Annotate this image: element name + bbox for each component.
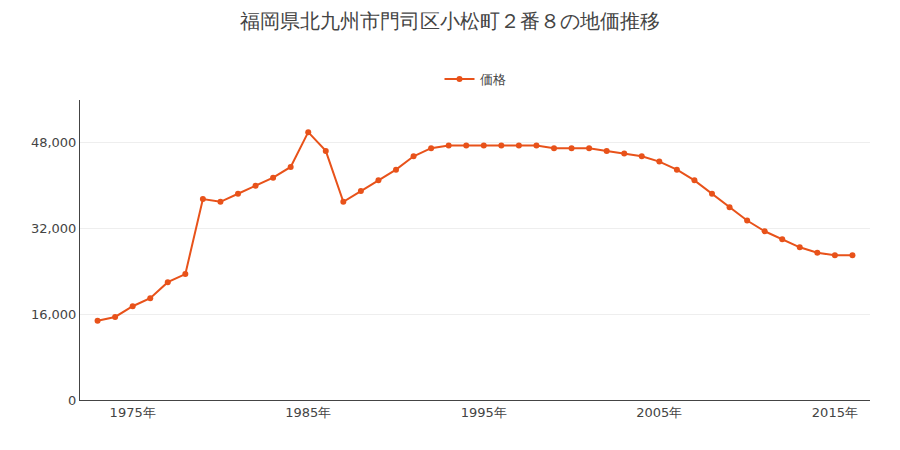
svg-text:0: 0 [68,393,76,408]
svg-text:32,000: 32,000 [31,221,77,236]
svg-text:16,000: 16,000 [31,307,77,322]
svg-text:1985年: 1985年 [285,405,331,420]
svg-text:価格: 価格 [480,72,506,87]
svg-text:2015年: 2015年 [812,405,858,420]
svg-text:2005年: 2005年 [636,405,682,420]
svg-text:48,000: 48,000 [31,135,77,150]
svg-text:福岡県北九州市門司区小松町２番８の地価推移: 福岡県北九州市門司区小松町２番８の地価推移 [240,9,660,33]
svg-text:1995年: 1995年 [461,405,507,420]
svg-text:1975年: 1975年 [110,405,156,420]
